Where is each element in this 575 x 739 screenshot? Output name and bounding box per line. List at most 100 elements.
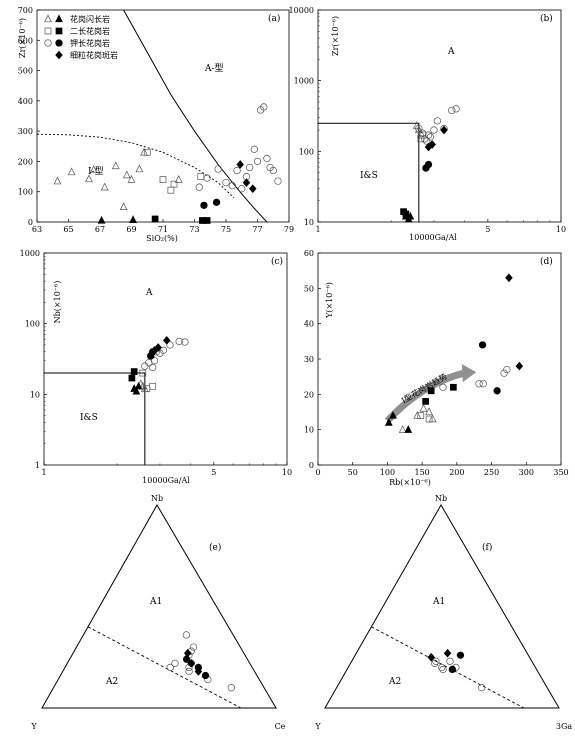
data-point — [450, 384, 456, 390]
panel-b-frame — [318, 10, 561, 222]
panel-f-field-a2: A2 — [388, 677, 401, 687]
chart-marks: 63 65 67 69 71 73 75 77 790100200300400500600700… — [18, 6, 573, 731]
data-point — [202, 672, 209, 679]
panel-a-label: (a) — [268, 13, 280, 24]
x-tick-label: 350 — [553, 468, 568, 477]
legend-label-granodiorite: 花岗闪长岩 — [70, 14, 110, 24]
y-tick-label: 100 — [299, 147, 314, 156]
x-tick-label: 150 — [415, 468, 430, 477]
panel-b-label: (b) — [540, 13, 553, 24]
a-type-boundary-line — [124, 10, 267, 222]
y-tick-label: 100 — [18, 188, 33, 197]
y-tick-label: 40 — [304, 320, 314, 329]
panel-d: (d) Y(×10⁻⁶) Rb(×10⁻⁶) — [318, 253, 561, 487]
data-point — [98, 217, 105, 224]
a1-a2-boundary — [88, 627, 241, 708]
data-point — [213, 199, 220, 206]
data-point — [129, 375, 135, 381]
x-tick-label: 1 — [315, 225, 320, 234]
data-point — [423, 398, 429, 404]
data-point — [172, 660, 179, 667]
x-tick-label: 65 — [63, 225, 73, 234]
data-point — [183, 632, 190, 639]
x-tick-label: 71 — [158, 225, 168, 234]
y-tick-label: 10 — [30, 390, 40, 399]
y-tick-label: 10 — [304, 218, 314, 227]
vertex-label: Nb — [435, 494, 447, 503]
legend-label-monzogranite: 二长花岗岩 — [70, 26, 110, 36]
data-point — [201, 202, 208, 209]
data-point — [479, 342, 486, 349]
data-point — [453, 105, 460, 112]
panel-a-field-i: I-型 — [88, 166, 104, 177]
data-point — [120, 203, 127, 210]
data-point — [196, 184, 203, 191]
panel-b-ylabel: Zr(×10⁻⁶) — [331, 16, 340, 56]
data-point — [405, 426, 412, 433]
legend-symbol — [56, 51, 63, 59]
legend-label-k-feldspar-granite: 钾长花岗岩 — [70, 38, 110, 48]
y-tick-label: 50 — [304, 284, 314, 293]
vertex-label: 3Ga — [556, 722, 572, 731]
legend-symbol — [56, 15, 63, 22]
y-tick-label: 10 — [304, 426, 314, 435]
data-point — [68, 168, 75, 175]
data-point — [444, 649, 451, 657]
data-point — [246, 164, 253, 171]
panel-f: (f) A1 A2 — [388, 542, 492, 687]
panel-b: (b) Zr(×10⁻⁶) 10000Ga/Al A I&S — [318, 10, 561, 242]
y-tick-label: 0 — [309, 461, 314, 470]
x-tick-label: 69 — [126, 225, 136, 234]
data-point — [168, 187, 174, 193]
vertex-label: Nb — [151, 494, 163, 503]
legend: 花岗闪长岩 二长花岗岩 钾长花岗岩 细粒花岗斑岩 — [70, 14, 118, 60]
y-tick-label: 1000 — [20, 249, 40, 258]
x-tick-label: 10 — [282, 468, 292, 477]
panel-a-xlabel: SiO₂(%) — [146, 234, 178, 243]
legend-symbol — [45, 40, 52, 47]
data-point — [54, 177, 61, 184]
data-point — [163, 337, 170, 345]
x-tick-label: 50 — [348, 468, 358, 477]
panel-b-field-is: I&S — [360, 171, 378, 181]
data-point — [171, 181, 177, 187]
y-tick-label: 10000 — [289, 6, 314, 15]
vertex-label: Ce — [275, 722, 286, 731]
data-point — [440, 384, 447, 391]
panel-c-xlabel: 10000Ga/Al — [142, 476, 190, 485]
y-tick-label: 60 — [304, 249, 314, 258]
x-tick-label: 67 — [95, 225, 105, 234]
panel-e-field-a2: A2 — [105, 677, 118, 687]
data-point — [447, 658, 454, 665]
data-point — [494, 388, 501, 395]
panel-e-label: (e) — [209, 542, 221, 553]
data-point — [428, 388, 434, 394]
panel-f-label: (f) — [482, 542, 492, 553]
data-point — [150, 383, 156, 389]
legend-symbol — [45, 28, 51, 34]
x-tick-label: 200 — [449, 468, 464, 477]
data-point — [130, 216, 137, 223]
legend-symbol — [56, 28, 62, 34]
panel-d-ylabel: Y(×10⁻⁶) — [325, 282, 334, 319]
data-point — [149, 364, 156, 371]
data-point — [480, 380, 487, 387]
panel-b-field-a: A — [447, 47, 455, 57]
panel-d-label: (d) — [540, 256, 553, 267]
data-point — [434, 118, 441, 125]
legend-symbol — [56, 40, 63, 47]
data-point — [238, 185, 245, 192]
data-point — [249, 185, 256, 193]
data-point — [183, 656, 190, 663]
x-tick-label: 75 — [221, 225, 231, 234]
panel-e: (e) A1 A2 — [105, 542, 221, 687]
data-point — [167, 664, 174, 671]
data-point — [234, 167, 241, 174]
data-point — [478, 684, 485, 691]
data-point — [427, 134, 434, 141]
y-tick-label: 30 — [304, 355, 314, 364]
legend-symbol — [45, 15, 52, 22]
x-tick-label: 300 — [519, 468, 534, 477]
y-tick-label: 100 — [25, 320, 40, 329]
panel-c-frame — [44, 253, 287, 465]
